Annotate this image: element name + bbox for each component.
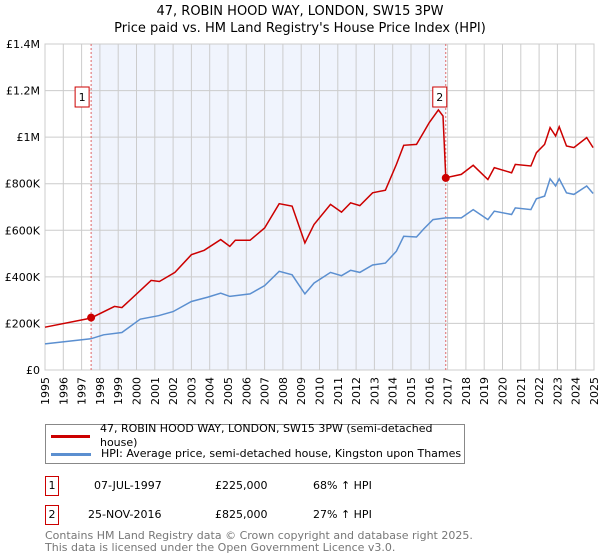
marker-badge: 2 [45,505,59,525]
footer-licence: This data is licensed under the Open Gov… [45,541,396,554]
footer-copyright: Contains HM Land Registry data © Crown c… [45,529,473,542]
x-tick-label: 2007 [259,377,272,405]
x-tick-label: 2013 [368,377,381,405]
transaction-date: 07-JUL-1997 [94,479,162,492]
x-tick-label: 2022 [533,377,546,405]
transaction-row: 1 07-JUL-1997 £225,000 68% ↑ HPI [45,476,595,496]
y-tick-label: £600K [5,224,41,237]
chart-subtitle: Price paid vs. HM Land Registry's House … [114,21,486,36]
transaction-price: £825,000 [215,508,268,521]
sale-badge-label: 1 [79,91,86,104]
x-tick-label: 2001 [149,377,162,405]
sale-badge [74,86,90,108]
x-tick-label: 2017 [442,377,455,405]
y-tick-label: £400K [5,271,41,284]
x-tick-label: 2005 [222,377,235,405]
x-tick-label: 1995 [39,377,52,405]
x-tick-label: 2008 [277,377,290,405]
sale-point [87,313,96,322]
y-tick-label: £1M [17,131,41,144]
x-tick-label: 2019 [478,377,491,405]
x-tick-label: 2011 [332,377,345,405]
transaction-hpi: 27% ↑ HPI [313,508,372,521]
marker-badge: 1 [45,476,59,496]
sale-point [441,173,450,182]
x-tick-label: 1997 [76,377,89,405]
x-tick-label: 1998 [94,377,107,405]
x-tick-label: 2016 [423,377,436,405]
x-tick-label: 2018 [460,377,473,405]
x-tick-label: 2010 [314,377,327,405]
y-tick-label: £1.4M [6,38,40,51]
transaction-price: £225,000 [215,479,268,492]
legend: 47, ROBIN HOOD WAY, LONDON, SW15 3PW (se… [45,422,465,464]
plot-border [44,43,595,371]
transaction-hpi: 68% ↑ HPI [313,479,372,492]
legend-label: 47, ROBIN HOOD WAY, LONDON, SW15 3PW (se… [99,422,433,449]
legend-item-price: 47, ROBIN HOOD WAY, LONDON, SW15 3PW (se… [46,422,464,449]
transaction-date: 25-NOV-2016 [88,508,162,521]
x-tick-label: 2006 [240,377,253,405]
x-tick-label: 2002 [167,377,180,405]
x-tick-label: 2023 [551,377,564,405]
legend-label: HPI: Average price, semi-detached house,… [101,447,462,460]
x-tick-label: 1999 [112,377,125,405]
x-tick-label: 1996 [57,377,70,405]
x-tick-label: 2021 [515,377,528,405]
legend-swatch-blue [51,452,91,456]
y-tick-label: £200K [5,317,41,330]
legend-item-hpi: HPI: Average price, semi-detached house,… [46,445,461,463]
sale-badge [432,86,448,108]
y-tick-label: £800K [5,178,41,191]
hpi-series-line [44,177,594,345]
x-tick-label: 2009 [295,377,308,405]
x-tick-label: 2024 [570,377,583,405]
transaction-row: 2 25-NOV-2016 £825,000 27% ↑ HPI [45,505,595,525]
x-tick-label: 2014 [387,377,400,405]
y-tick-label: £1.2M [6,85,40,98]
x-tick-label: 2003 [185,377,198,405]
sale-badge-label: 2 [436,91,443,104]
x-tick-label: 2025 [588,377,600,405]
x-tick-label: 2004 [204,377,217,405]
x-tick-label: 2020 [497,377,510,405]
x-tick-label: 2015 [405,377,418,405]
chart-title: 47, ROBIN HOOD WAY, LONDON, SW15 3PW [156,4,444,19]
y-tick-label: £0 [26,364,40,377]
legend-swatch-red [51,434,90,438]
shaded-ownership-period [91,44,446,370]
price-paid-series-line [44,108,594,328]
plot-area: 1995 1996 1997 1998 1999 2000 2001 2002 2003 2004… [5,38,600,405]
x-tick-label: 2000 [131,377,144,405]
x-tick-label: 2012 [350,377,363,405]
